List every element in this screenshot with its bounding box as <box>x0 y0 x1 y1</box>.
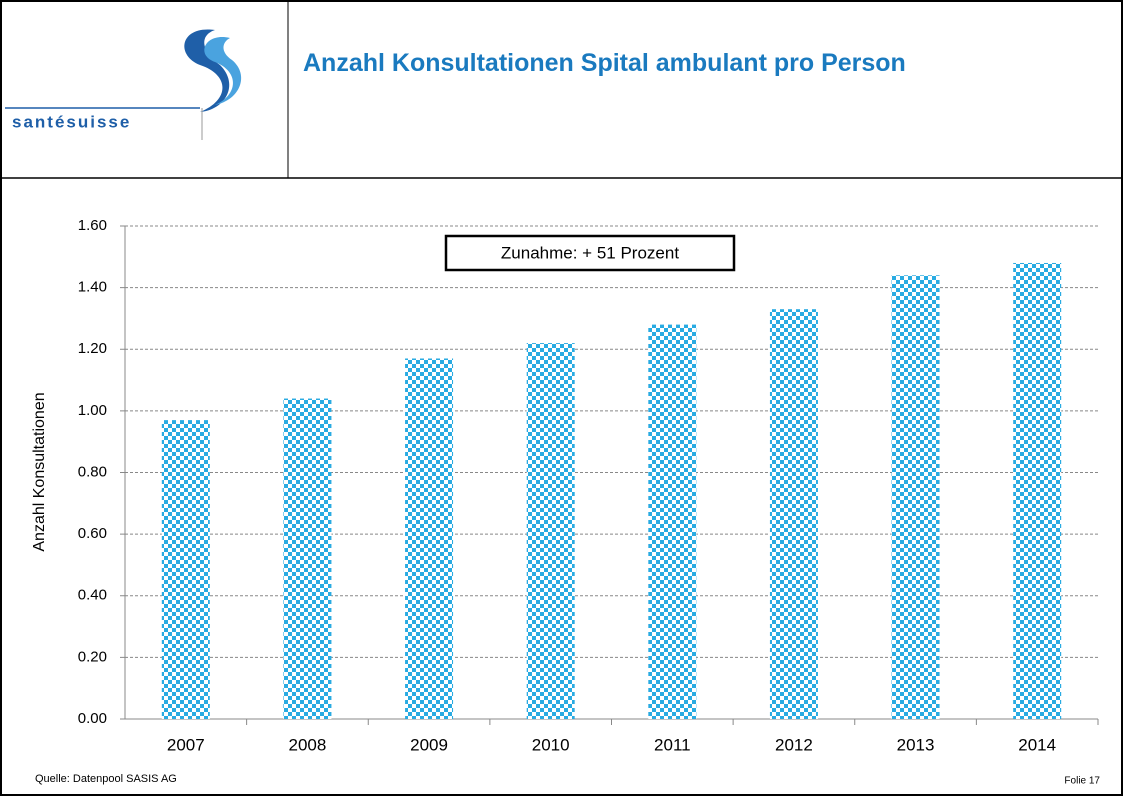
slide-number: Folie 17 <box>1064 776 1100 787</box>
bar <box>1013 262 1062 719</box>
y-tick-label: 0.00 <box>78 710 107 727</box>
y-tick-label: 0.20 <box>78 648 107 665</box>
source: Quelle: Datenpool SASIS AG <box>35 773 177 785</box>
bar <box>648 324 697 719</box>
x-tick-label: 2011 <box>654 735 691 754</box>
y-tick-label: 0.80 <box>78 463 107 480</box>
x-tick-label: 2013 <box>897 735 935 754</box>
x-tick-label: 2014 <box>1018 735 1056 754</box>
annotation-box <box>444 234 736 272</box>
y-tick-label: 1.40 <box>78 279 107 296</box>
annotation: Zunahme: + 51 Prozent <box>501 243 679 262</box>
x-tick-label: 2007 <box>167 735 205 754</box>
bar <box>283 398 332 719</box>
bar <box>405 358 454 719</box>
bar <box>769 309 818 719</box>
x-tick-label: 2010 <box>532 735 570 754</box>
logo: santésuisse <box>5 29 242 140</box>
y-tick-label: 1.60 <box>78 217 107 234</box>
x-tick-label: 2008 <box>289 735 327 754</box>
x-tick-label: 2012 <box>775 735 813 754</box>
y-tick-label: 1.20 <box>78 340 107 357</box>
y-axis-label: Anzahl Konsultationen <box>31 392 48 551</box>
bar <box>161 420 210 719</box>
y-tick-label: 0.40 <box>78 587 107 604</box>
y-tick-label: 0.60 <box>78 525 107 542</box>
slide-title: Anzahl Konsultationen Spital ambulant pr… <box>303 49 906 77</box>
logo-text: santésuisse <box>12 112 131 131</box>
y-tick-label: 1.00 <box>78 402 107 419</box>
bar <box>891 275 940 719</box>
x-tick-label: 2009 <box>410 735 448 754</box>
bar <box>526 343 575 719</box>
